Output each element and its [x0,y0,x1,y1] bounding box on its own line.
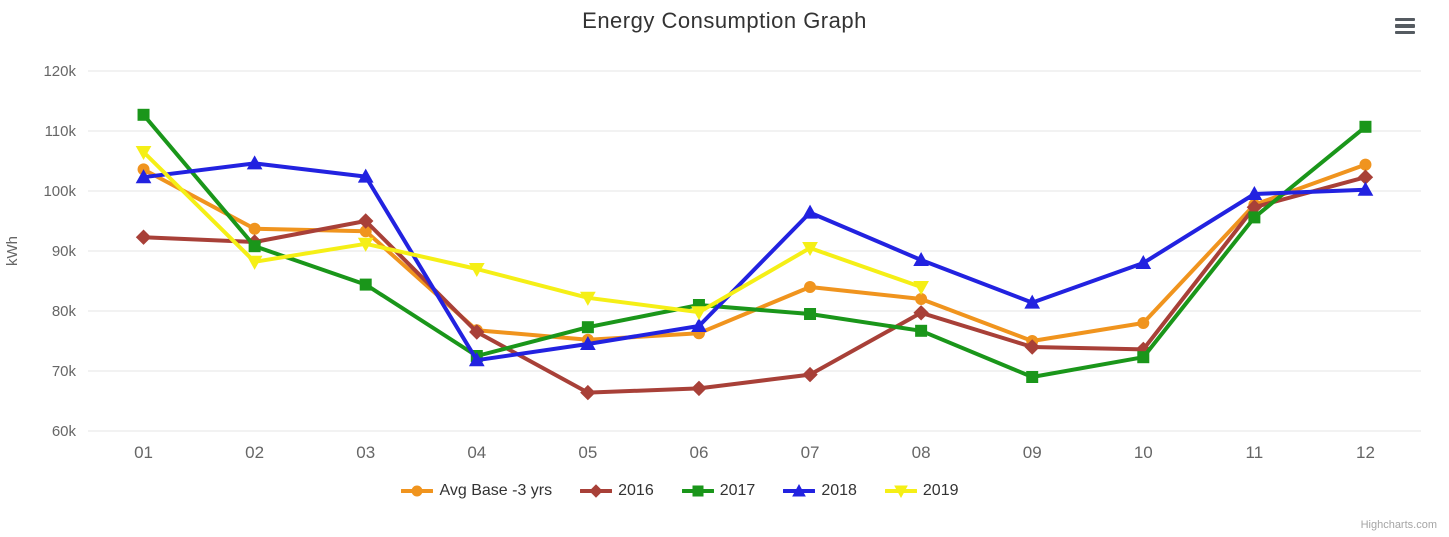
data-point-2017[interactable] [1248,211,1261,224]
data-point-2019[interactable] [246,255,263,270]
hamburger-icon [1395,24,1415,28]
x-tick-label: 01 [134,443,153,462]
triangle-down-icon [894,485,908,499]
legend-label: 2017 [719,482,756,499]
data-point-2019[interactable] [357,237,374,252]
legend-item-2017[interactable]: 2017 [681,482,756,500]
x-tick-label: 12 [1356,443,1375,462]
data-point-2017[interactable] [915,324,928,337]
data-point-2018[interactable] [357,168,374,183]
data-point-2018[interactable] [1246,185,1263,200]
x-tick-label: 03 [356,443,375,462]
legend-item-2016[interactable]: 2016 [580,482,654,500]
x-tick-label: 06 [689,443,708,462]
chart-context-menu-button[interactable] [1393,12,1419,40]
diamond-icon [589,484,603,498]
data-point-2019[interactable] [802,242,818,257]
data-point-2017[interactable] [137,108,150,121]
data-point-avg-base-3-yrs[interactable] [804,281,817,293]
data-point-2019[interactable] [468,263,485,278]
hamburger-icon [1395,17,1415,22]
diamond-legend-marker-icon [580,484,613,498]
legend-label: 2016 [618,482,654,499]
plot-area: 60k 70k 80k 90k 100k 110k 120k 01 02 03 04 05 06 07 08… [4,63,1421,462]
data-point-2018[interactable] [246,155,263,170]
series-line-2018[interactable] [141,161,1368,363]
y-tick-label: 120k [43,63,76,80]
data-point-2018[interactable] [1357,181,1374,196]
triangle-down-legend-marker-icon [884,485,917,499]
data-point-2019[interactable] [580,291,596,306]
legend-label: 2018 [821,482,857,499]
y-tick-label: 110k [45,123,77,140]
triangle-icon [792,483,807,497]
x-tick-label: 05 [578,443,597,462]
data-point-avg-base-3-yrs[interactable] [915,293,928,305]
data-point-2016[interactable] [1024,339,1040,355]
data-point-2017[interactable] [248,240,261,253]
y-tick-label: 90k [52,243,77,260]
data-point-2019[interactable] [913,281,929,296]
data-point-2017[interactable] [804,308,817,320]
data-point-avg-base-3-yrs[interactable] [248,222,261,235]
y-tick-label: 70k [52,363,77,380]
y-tick-label: 100k [43,183,76,200]
data-point-2018[interactable] [468,352,485,367]
data-point-2016[interactable] [802,366,818,383]
data-point-2017[interactable] [359,278,372,291]
x-tick-label: 02 [245,443,264,462]
hamburger-icon [1395,30,1415,35]
data-point-2018[interactable] [1135,254,1152,269]
square-legend-marker-icon [681,485,714,497]
data-point-2016[interactable] [135,229,152,245]
x-tick-label: 07 [801,443,820,462]
data-point-2019[interactable] [135,146,152,161]
data-point-2017[interactable] [1026,371,1039,383]
data-point-2016[interactable] [580,384,596,401]
data-point-avg-base-3-yrs[interactable] [1137,317,1150,329]
x-tick-label: 09 [1023,443,1042,462]
legend-label: Avg Base -3 yrs [439,482,553,499]
chart-title: Energy Consumption Graph [582,8,867,33]
legend-item-2019[interactable]: 2019 [884,482,959,500]
data-point-avg-base-3-yrs[interactable] [1359,158,1372,171]
series-line-2017[interactable] [141,112,1368,379]
legend-label: 2019 [922,482,959,499]
highcharts-credit[interactable]: Highcharts.com [1360,519,1437,531]
x-tick-label: 04 [467,443,486,462]
x-tick-label: 10 [1134,443,1153,462]
y-axis-title: kWh [4,236,21,266]
data-point-2016[interactable] [469,324,485,340]
data-point-2017[interactable] [581,321,594,334]
data-point-2018[interactable] [1024,294,1041,309]
legend-item-avg-base-3-yrs[interactable]: Avg Base -3 yrs [401,482,552,500]
x-tick-label: 08 [912,443,931,462]
legend-item-2018[interactable]: 2018 [783,482,857,500]
data-point-2019[interactable] [691,306,707,321]
triangle-legend-marker-icon [783,483,816,497]
series-line-2019[interactable] [141,150,924,315]
data-point-2017[interactable] [1137,351,1150,364]
data-point-2017[interactable] [1359,120,1372,133]
data-point-2018[interactable] [913,251,929,266]
series-line-2016[interactable] [141,175,1368,395]
data-point-2016[interactable] [358,213,374,229]
data-point-2018[interactable] [580,335,596,350]
legend: Avg Base -3 yrs 2016 2017 2018 2019 [0,482,1360,500]
circle-legend-marker-icon [401,485,434,497]
square-icon [692,485,704,497]
data-point-2018[interactable] [135,169,152,184]
x-tick-label: 11 [1246,443,1264,462]
data-point-2018[interactable] [802,204,818,219]
data-point-2016[interactable] [691,380,707,397]
y-tick-label: 80k [52,303,77,320]
data-point-2018[interactable] [691,317,707,332]
circle-icon [411,485,423,497]
data-point-2016[interactable] [913,305,929,321]
y-tick-label: 60k [52,423,77,440]
